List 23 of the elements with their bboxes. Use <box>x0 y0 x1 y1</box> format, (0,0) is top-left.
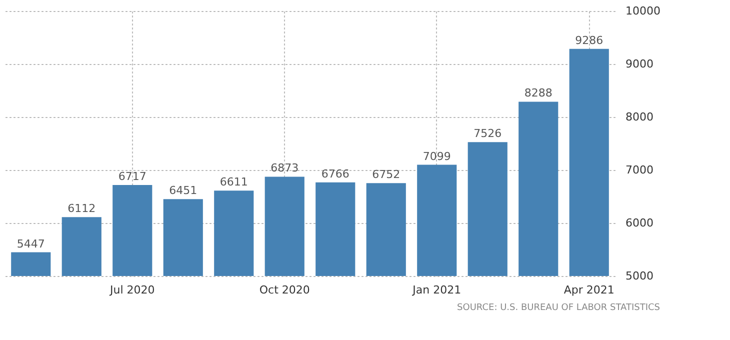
x-tick-label: Jul 2020 <box>108 284 155 296</box>
x-tick-label: Jan 2021 <box>412 284 462 296</box>
data-label: 6611 <box>220 176 248 189</box>
data-label: 7526 <box>474 127 502 140</box>
data-label: 8288 <box>524 86 552 100</box>
data-label: 7099 <box>422 150 451 163</box>
data-label: 6873 <box>270 162 299 175</box>
data-label: 6766 <box>321 167 350 180</box>
data-label: 5447 <box>16 237 45 250</box>
x-tick-label: Oct 2020 <box>259 284 310 296</box>
y-tick-label: 6000 <box>626 216 654 230</box>
data-label: 6717 <box>118 170 146 183</box>
x-tick-label: Apr 2021 <box>564 284 614 296</box>
y-tick-label: 5000 <box>626 270 654 282</box>
source-note: SOURCE: U.S. BUREAU OF LABOR STATISTICS <box>457 303 660 313</box>
y-tick-label: 8000 <box>626 110 654 124</box>
data-label: 6752 <box>372 168 400 182</box>
y-tick-label: 7000 <box>626 164 654 176</box>
y-tick-label: 9000 <box>626 58 654 70</box>
data-label: 9286 <box>575 34 604 47</box>
data-label: 6112 <box>68 202 96 216</box>
y-tick-label: 10000 <box>626 4 660 18</box>
data-label: 6451 <box>169 184 198 198</box>
